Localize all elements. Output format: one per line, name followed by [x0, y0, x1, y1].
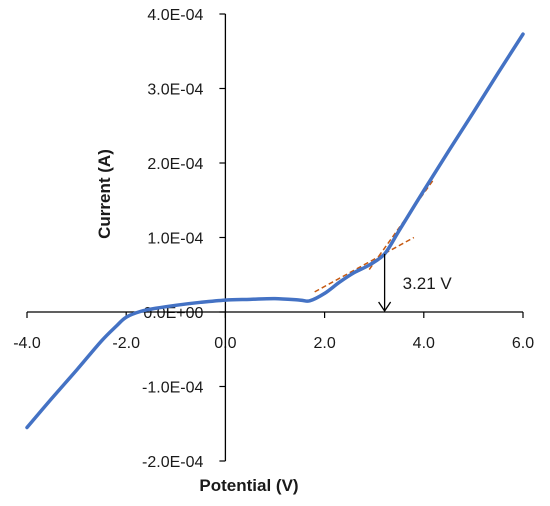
- y-axis-title: Current (A): [95, 149, 114, 239]
- tangent-line: [314, 236, 415, 293]
- annotation-arrow-head: [378, 301, 392, 313]
- x-tick-label: 2.0: [313, 335, 335, 352]
- annotation-label: 3.21 V: [403, 274, 453, 293]
- y-tick-label: -2.0E-04: [142, 454, 203, 471]
- x-tick-label: -4.0: [13, 335, 41, 352]
- y-tick-label: 2.0E-04: [147, 156, 203, 173]
- x-tick-label: 4.0: [413, 335, 435, 352]
- y-tick-labels: -2.0E-04-1.0E-040.0E+001.0E-042.0E-043.0…: [142, 7, 203, 471]
- x-tick-label: -2.0: [112, 335, 140, 352]
- series-line: [25, 32, 525, 430]
- axes: [26, 13, 524, 462]
- x-axis-title: Potential (V): [199, 476, 298, 495]
- y-tick-label: 4.0E-04: [147, 7, 203, 24]
- y-tick-label: 1.0E-04: [147, 231, 203, 248]
- y-tick-label: -1.0E-04: [142, 380, 203, 397]
- x-tick-labels: -4.0 -2.0 0.0 2.0 4.0 6.0: [13, 335, 534, 352]
- x-tick-label: 6.0: [512, 335, 534, 352]
- annotation: 3.21 V: [378, 253, 453, 313]
- y-tick-label: 3.0E-04: [147, 82, 203, 99]
- series: [25, 32, 525, 430]
